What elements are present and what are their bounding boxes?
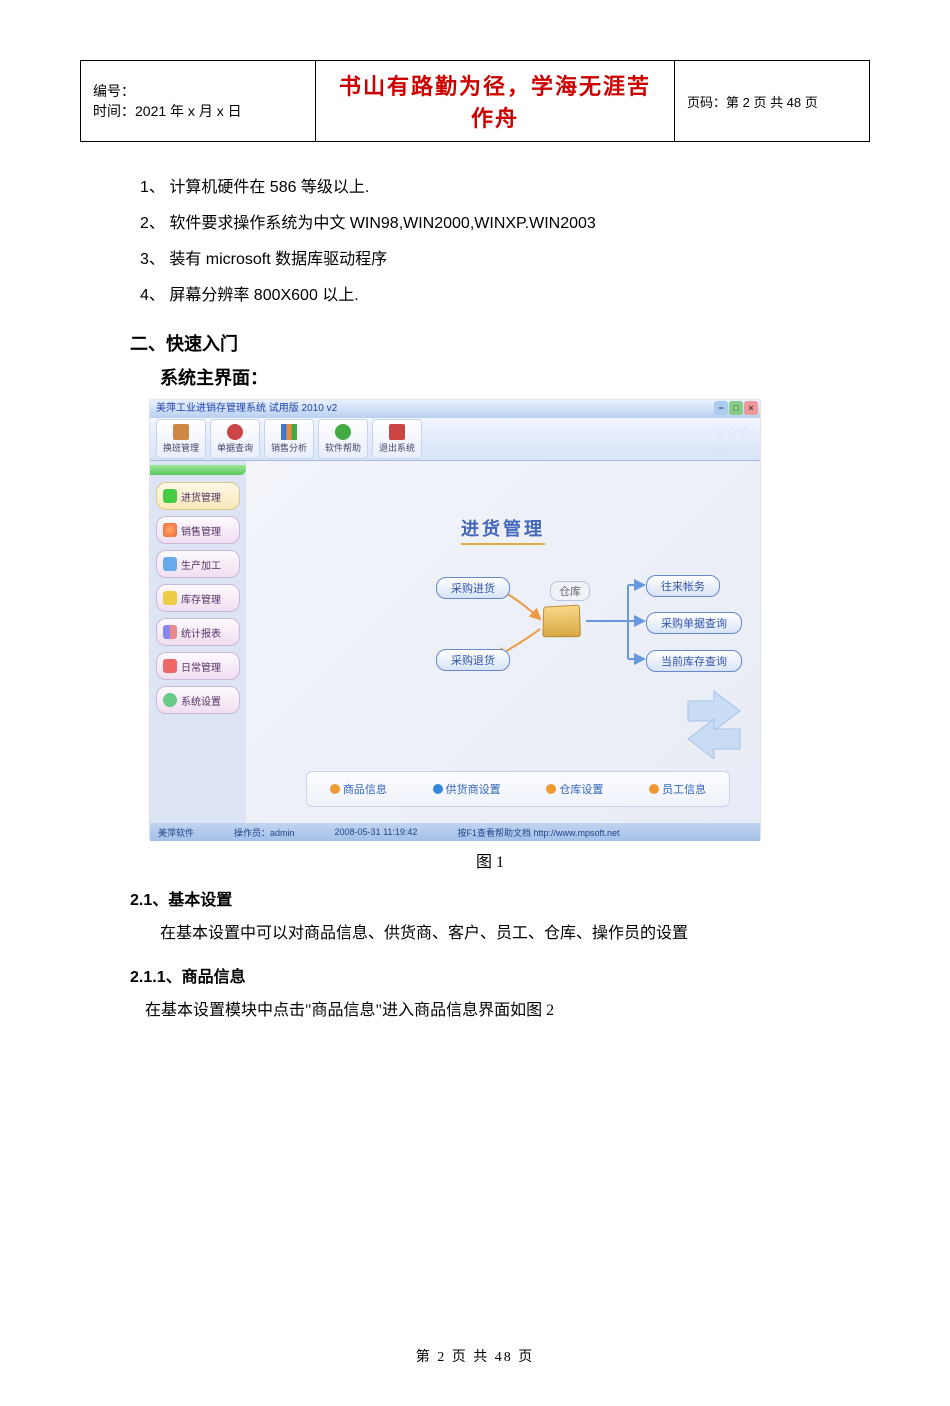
titlebar: 美萍工业进销存管理系统 试用版 2010 v2 − □ × — [150, 400, 760, 418]
header-motto: 书山有路勤为径，学海无涯苦作舟 — [316, 61, 675, 142]
toolbar-help[interactable]: 软件帮助 — [318, 419, 368, 459]
main-area: 进货管理 采购进货 采购退货 — [246, 461, 760, 823]
dot-icon — [433, 784, 443, 794]
dot-icon — [649, 784, 659, 794]
flow-warehouse: 仓库 — [550, 581, 590, 601]
req-4: 4、 屏幕分辨率 800X600 以上. — [140, 280, 840, 312]
sidebar-item-settings[interactable]: 系统设置 — [156, 686, 240, 714]
sphere-icon — [163, 523, 177, 537]
star-icon — [163, 591, 177, 605]
exit-icon — [389, 424, 405, 440]
sidebar: 进货管理 销售管理 生产加工 库存管理 统计报表 日常管理 系统设置 — [150, 461, 246, 823]
link-product[interactable]: 商品信息 — [330, 781, 387, 797]
header-page: 页码：第 2 页 共 48 页 — [675, 61, 870, 142]
toolbar: 换班管理 单据查询 销售分析 软件帮助 退出系统 ☆☆☆☆ — [150, 418, 760, 461]
flow-purchase-query[interactable]: 采购单据查询 — [646, 612, 742, 634]
maximize-button[interactable]: □ — [729, 401, 743, 415]
status-help: 按F1查看帮助文档 http://www.mpsoft.net — [457, 826, 619, 839]
decoration-stars: ☆☆☆☆ — [713, 422, 750, 462]
dot-icon — [330, 784, 340, 794]
sidebar-item-production[interactable]: 生产加工 — [156, 550, 240, 578]
section-2-1-body: 在基本设置中可以对商品信息、供货商、客户、员工、仓库、操作员的设置 — [160, 920, 840, 949]
app-screenshot: 美萍工业进销存管理系统 试用版 2010 v2 − □ × 换班管理 单据查询 … — [150, 400, 760, 840]
toolbar-analysis[interactable]: 销售分析 — [264, 419, 314, 459]
sidebar-item-sales[interactable]: 销售管理 — [156, 516, 240, 544]
sidebar-tab — [150, 465, 246, 475]
status-operator: 操作员：admin — [234, 826, 295, 839]
flow-purchase-in[interactable]: 采购进货 — [436, 577, 510, 599]
status-brand: 美萍软件 — [158, 826, 194, 839]
req-3: 3、 装有 microsoft 数据库驱动程序 — [140, 244, 840, 276]
page-footer: 第 2 页 共 48 页 — [80, 1346, 870, 1366]
cog-icon — [163, 693, 177, 707]
sidebar-item-daily[interactable]: 日常管理 — [156, 652, 240, 680]
main-title: 进货管理 — [461, 515, 545, 545]
section-2-1-1-body: 在基本设置模块中点击"商品信息"进入商品信息界面如图 2 — [145, 997, 840, 1026]
bottom-links: 商品信息 供货商设置 仓库设置 员工信息 — [306, 771, 730, 807]
flow-purchase-return[interactable]: 采购退货 — [436, 649, 510, 671]
doc-number: 编号： — [93, 81, 303, 101]
page-header: 编号： 时间：2021 年 x 月 x 日 书山有路勤为径，学海无涯苦作舟 页码… — [80, 60, 870, 142]
sidebar-item-purchase[interactable]: 进货管理 — [156, 482, 240, 510]
toolbar-query[interactable]: 单据查询 — [210, 419, 260, 459]
section-2-1: 2.1、基本设置 — [130, 886, 840, 910]
dot-icon — [546, 784, 556, 794]
sidebar-item-reports[interactable]: 统计报表 — [156, 618, 240, 646]
gear-icon — [163, 557, 177, 571]
toolbar-exit[interactable]: 退出系统 — [372, 419, 422, 459]
chart-icon — [281, 424, 297, 440]
link-warehouse[interactable]: 仓库设置 — [546, 781, 603, 797]
search-icon — [227, 424, 243, 440]
status-datetime: 2008-05-31 11:19:42 — [335, 827, 418, 837]
flow-account[interactable]: 往来帐务 — [646, 575, 720, 597]
close-button[interactable]: × — [744, 401, 758, 415]
sidebar-item-inventory[interactable]: 库存管理 — [156, 584, 240, 612]
bars-icon — [163, 625, 177, 639]
shift-icon — [173, 424, 189, 440]
heart-icon — [163, 659, 177, 673]
flow-stock-query[interactable]: 当前库存查询 — [646, 650, 742, 672]
minimize-button[interactable]: − — [714, 401, 728, 415]
toolbar-shift[interactable]: 换班管理 — [156, 419, 206, 459]
section-mainui: 系统主界面： — [160, 364, 840, 390]
warehouse-box-icon — [542, 605, 582, 637]
section-quickstart: 二、快速入门 — [130, 330, 840, 356]
app-title: 美萍工业进销存管理系统 试用版 2010 v2 — [156, 403, 337, 414]
doc-time: 时间：2021 年 x 月 x 日 — [93, 101, 303, 121]
link-supplier[interactable]: 供货商设置 — [433, 781, 501, 797]
plus-icon — [163, 489, 177, 503]
req-2: 2、 软件要求操作系统为中文 WIN98,WIN2000,WINXP.WIN20… — [140, 208, 840, 240]
header-left: 编号： 时间：2021 年 x 月 x 日 — [81, 61, 316, 142]
req-1: 1、 计算机硬件在 586 等级以上. — [140, 172, 840, 204]
figure-1-caption: 图 1 — [140, 848, 840, 872]
section-2-1-1: 2.1.1、商品信息 — [130, 963, 840, 987]
statusbar: 美萍软件 操作员：admin 2008-05-31 11:19:42 按F1查看… — [150, 823, 760, 841]
help-icon — [335, 424, 351, 440]
big-arrow-icon — [686, 689, 742, 759]
link-employee[interactable]: 员工信息 — [649, 781, 706, 797]
